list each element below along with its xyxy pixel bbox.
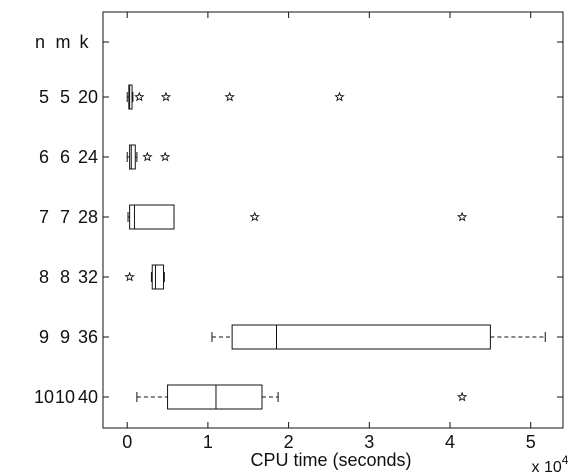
x-tick-label: 0 — [122, 432, 132, 452]
box-row — [211, 324, 546, 350]
x-axis-multiplier-base: x 10 — [532, 459, 562, 474]
row-label: 24 — [78, 147, 98, 167]
box-row — [136, 384, 468, 410]
row-label: 6 — [39, 147, 49, 167]
outlier-point — [249, 211, 260, 222]
x-axis: 0 1 2 3 4 5 — [122, 12, 536, 452]
iqr-box — [231, 324, 491, 350]
row-label: 7 — [60, 207, 70, 227]
iqr-box — [129, 204, 175, 230]
row-label: 32 — [78, 267, 98, 287]
row-label: 8 — [39, 267, 49, 287]
outlier-point — [224, 91, 235, 102]
outlier-point — [134, 91, 145, 102]
x-tick-label: 1 — [203, 432, 213, 452]
outlier-point — [334, 91, 345, 102]
row-label: 10 — [55, 387, 75, 407]
row-header-label: n — [35, 32, 45, 52]
row-label: 9 — [39, 327, 49, 347]
x-tick-label: 4 — [445, 432, 455, 452]
x-tick-label: 5 — [526, 432, 536, 452]
outlier-point — [159, 151, 171, 162]
iqr-box — [129, 144, 136, 170]
iqr-box — [151, 264, 165, 290]
x-axis-label: CPU time (seconds) — [250, 450, 411, 470]
iqr-box — [167, 384, 263, 410]
iqr-box — [128, 84, 133, 110]
row-label: 6 — [60, 147, 70, 167]
outlier-point — [124, 271, 135, 282]
x-axis-multiplier-exponent: 4 — [562, 453, 569, 467]
row-label: 5 — [60, 87, 70, 107]
row-label: 10 — [34, 387, 54, 407]
row-header-label: k — [80, 32, 90, 52]
outlier-point — [456, 391, 468, 402]
row-label: 5 — [39, 87, 49, 107]
box-row — [127, 204, 468, 230]
box-row — [126, 144, 171, 170]
box-row — [124, 264, 165, 290]
row-label: 28 — [78, 207, 98, 227]
row-label: 9 — [60, 327, 70, 347]
x-tick-label: 2 — [284, 432, 294, 452]
row-label: 36 — [78, 327, 98, 347]
row-label: 8 — [60, 267, 70, 287]
x-tick-label: 3 — [364, 432, 374, 452]
row-label: 7 — [39, 207, 49, 227]
plot-area — [102, 11, 564, 429]
row-label: 40 — [78, 387, 98, 407]
x-axis-multiplier: x 104 — [532, 453, 569, 474]
plot-frame — [102, 11, 564, 429]
row-header-label: m — [56, 32, 71, 52]
outlier-point — [456, 211, 468, 222]
outlier-point — [142, 151, 153, 162]
box-row — [126, 84, 345, 110]
row-label: 20 — [78, 87, 98, 107]
outlier-point — [160, 91, 172, 102]
